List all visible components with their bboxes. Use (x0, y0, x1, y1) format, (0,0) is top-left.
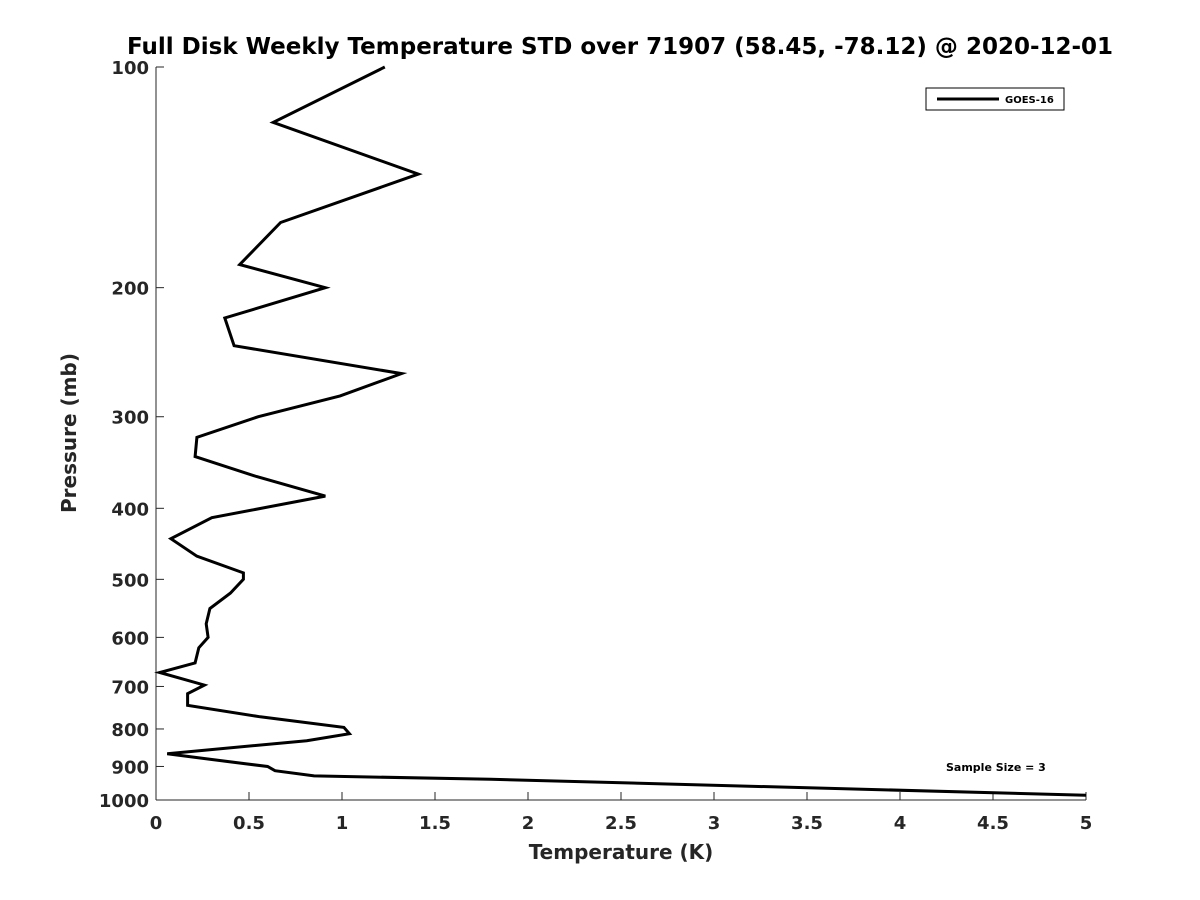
x-tick-label: 1.5 (419, 813, 451, 834)
y-tick-label: 600 (111, 628, 149, 649)
y-tick-label: 800 (111, 720, 149, 741)
x-axis-label: Temperature (K) (529, 840, 714, 864)
y-tick-label: 300 (111, 408, 149, 429)
legend-label-goes-16: GOES-16 (1005, 95, 1054, 106)
sample-size-annotation: Sample Size = 3 (946, 761, 1046, 774)
x-tick-label: 1 (336, 813, 349, 834)
series-layer (154, 65, 1087, 797)
y-tick-label: 900 (111, 757, 149, 778)
x-tick-label: 4.5 (977, 813, 1009, 834)
y-tick-label: 500 (111, 570, 149, 591)
y-tick-label: 1000 (99, 791, 149, 812)
y-axis-label: Pressure (mb) (57, 353, 81, 513)
x-tick-label: 4 (894, 813, 907, 834)
plot-background (156, 67, 1086, 800)
x-tick-label: 0 (150, 813, 163, 834)
y-tick-label: 700 (111, 677, 149, 698)
x-ticks: 0 0.5 1 1.5 2 2.5 3 3.5 4 4.5 5 (150, 792, 1093, 834)
y-tick-label: 100 (111, 58, 149, 79)
legend: GOES-16 (925, 87, 1065, 111)
x-tick-label: 2.5 (605, 813, 637, 834)
x-tick-label: 2 (522, 813, 535, 834)
x-tick-label: 5 (1080, 813, 1093, 834)
chart-title: Full Disk Weekly Temperature STD over 71… (127, 34, 1113, 60)
plot-area (155, 67, 1086, 801)
y-tick-label: 200 (111, 279, 149, 300)
y-tick-label: 400 (111, 499, 149, 520)
y-ticks: 100 200 300 400 500 600 700 800 900 1000 (99, 58, 164, 812)
x-tick-label: 3 (708, 813, 721, 834)
x-tick-label: 0.5 (233, 813, 265, 834)
x-tick-label: 3.5 (791, 813, 823, 834)
